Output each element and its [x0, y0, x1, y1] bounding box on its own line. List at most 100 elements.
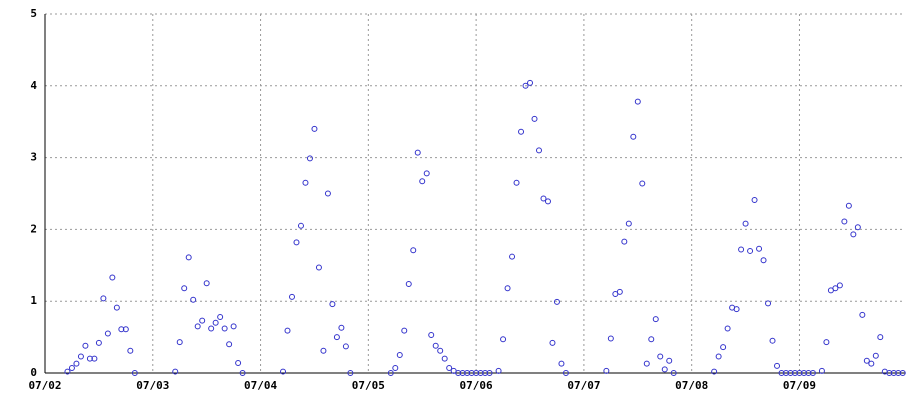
x-tick-label: 07/06	[460, 379, 493, 392]
point	[217, 313, 224, 320]
point	[603, 367, 610, 374]
point	[194, 323, 201, 330]
point	[455, 370, 462, 376]
point	[226, 341, 233, 348]
point	[738, 246, 745, 253]
point	[176, 339, 183, 346]
point	[131, 370, 138, 376]
point	[796, 370, 803, 376]
point	[774, 362, 781, 369]
point	[863, 357, 870, 364]
point	[634, 98, 641, 105]
point	[203, 280, 210, 287]
point	[886, 370, 893, 376]
point	[778, 370, 785, 376]
point	[531, 115, 538, 122]
x-tick-label: 07/04	[244, 379, 277, 392]
y-tick-label: 1	[30, 294, 37, 307]
point	[109, 274, 116, 281]
point	[315, 264, 322, 271]
point	[643, 360, 650, 367]
point	[221, 325, 228, 332]
point	[91, 355, 98, 362]
point	[86, 355, 93, 362]
point	[724, 325, 731, 332]
point	[419, 178, 426, 185]
point	[553, 298, 560, 305]
point	[616, 288, 623, 295]
point	[522, 82, 529, 89]
point	[872, 352, 879, 359]
point	[288, 293, 295, 300]
point	[104, 330, 111, 337]
point	[190, 296, 197, 303]
point	[486, 370, 493, 376]
point	[845, 202, 852, 209]
point	[396, 352, 403, 359]
point	[468, 370, 475, 376]
point	[185, 254, 192, 261]
point	[68, 364, 75, 371]
point	[769, 337, 776, 344]
point	[711, 368, 718, 375]
point	[500, 336, 507, 343]
point	[172, 368, 179, 375]
point	[765, 300, 772, 307]
point	[527, 79, 534, 86]
point	[342, 343, 349, 350]
point	[809, 370, 816, 376]
point	[720, 344, 727, 351]
point	[630, 133, 637, 140]
point	[77, 353, 84, 360]
point	[742, 220, 749, 227]
point	[100, 295, 107, 302]
y-tick-label: 5	[30, 7, 37, 20]
point	[320, 347, 327, 354]
point	[293, 239, 300, 246]
point	[324, 190, 331, 197]
point	[464, 370, 471, 376]
point	[118, 326, 125, 333]
point	[513, 179, 520, 186]
point	[473, 370, 480, 376]
point	[199, 317, 206, 324]
point	[899, 370, 906, 376]
point	[482, 370, 489, 376]
point	[733, 306, 740, 313]
x-tick-label: 07/07	[567, 379, 600, 392]
point	[648, 336, 655, 343]
point	[414, 149, 421, 156]
point	[95, 339, 102, 346]
point	[73, 360, 80, 367]
point	[868, 360, 875, 367]
point	[437, 347, 444, 354]
point	[122, 326, 129, 333]
point	[832, 285, 839, 292]
point	[625, 220, 632, 227]
point	[549, 339, 556, 346]
point	[504, 285, 511, 292]
point	[284, 327, 291, 334]
y-tick-label: 4	[30, 79, 37, 92]
point	[509, 253, 516, 260]
point	[836, 282, 843, 289]
point	[297, 222, 304, 229]
point	[392, 364, 399, 371]
point	[113, 304, 120, 311]
point	[347, 370, 354, 376]
point	[652, 316, 659, 323]
point	[432, 342, 439, 349]
point	[441, 355, 448, 362]
point	[657, 353, 664, 360]
point	[302, 179, 309, 186]
point	[518, 128, 525, 135]
point	[387, 370, 394, 376]
point	[459, 370, 466, 376]
point	[562, 370, 569, 376]
point	[401, 327, 408, 334]
point	[670, 370, 677, 376]
point	[823, 339, 830, 346]
point	[82, 342, 89, 349]
point	[818, 367, 825, 374]
